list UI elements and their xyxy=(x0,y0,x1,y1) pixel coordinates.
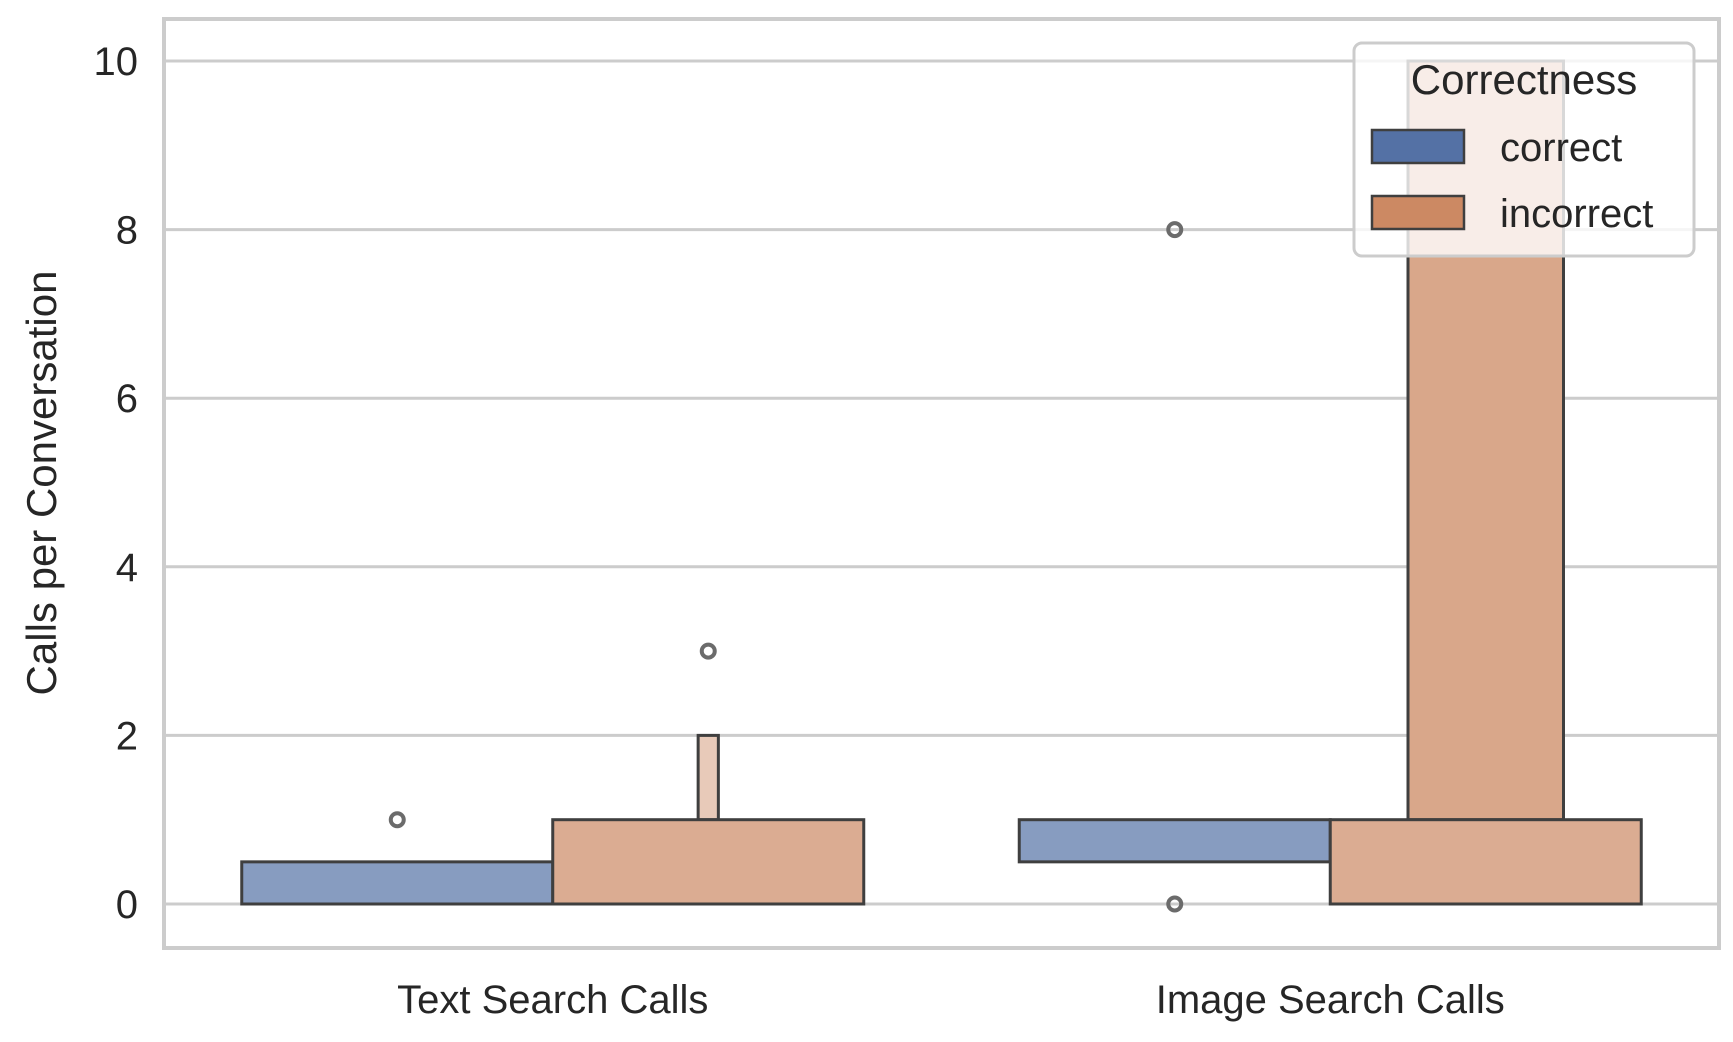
box-incorrect-level-1 xyxy=(551,818,866,906)
y-tick-label: 8 xyxy=(116,209,138,253)
legend: Correctness correct incorrect xyxy=(1352,41,1696,258)
box-correct-level-1 xyxy=(1017,818,1332,864)
legend-label-correct: correct xyxy=(1500,126,1622,170)
box-incorrect-level-3 xyxy=(696,733,720,822)
box-incorrect-level-1 xyxy=(1328,818,1643,906)
outlier-point xyxy=(1166,895,1184,913)
x-tick-labels: Text Search Calls Image Search Calls xyxy=(397,978,1505,1022)
box-correct-level-1 xyxy=(240,860,555,906)
legend-swatch-correct xyxy=(1370,128,1466,165)
legend-title: Correctness xyxy=(1411,56,1637,103)
plot-frame xyxy=(162,17,1721,950)
outlier-point xyxy=(699,642,717,660)
outlier-point xyxy=(388,811,406,829)
y-axis-label: Calls per Conversation xyxy=(18,271,65,696)
x-tick-label: Text Search Calls xyxy=(397,978,708,1022)
y-tick-label: 6 xyxy=(116,377,138,421)
y-tick-label: 4 xyxy=(116,546,138,590)
legend-swatch-incorrect xyxy=(1370,194,1466,231)
legend-entries: correct incorrect xyxy=(1370,126,1653,236)
y-tick-label: 10 xyxy=(94,40,139,84)
y-tick-label: 0 xyxy=(116,883,138,927)
outliers xyxy=(388,221,1184,913)
legend-label-incorrect: incorrect xyxy=(1500,192,1653,236)
x-tick-label: Image Search Calls xyxy=(1156,978,1505,1022)
outlier-point xyxy=(1166,221,1184,239)
y-tick-label: 2 xyxy=(116,714,138,758)
y-tick-labels: 0 2 4 6 8 10 xyxy=(94,40,139,927)
